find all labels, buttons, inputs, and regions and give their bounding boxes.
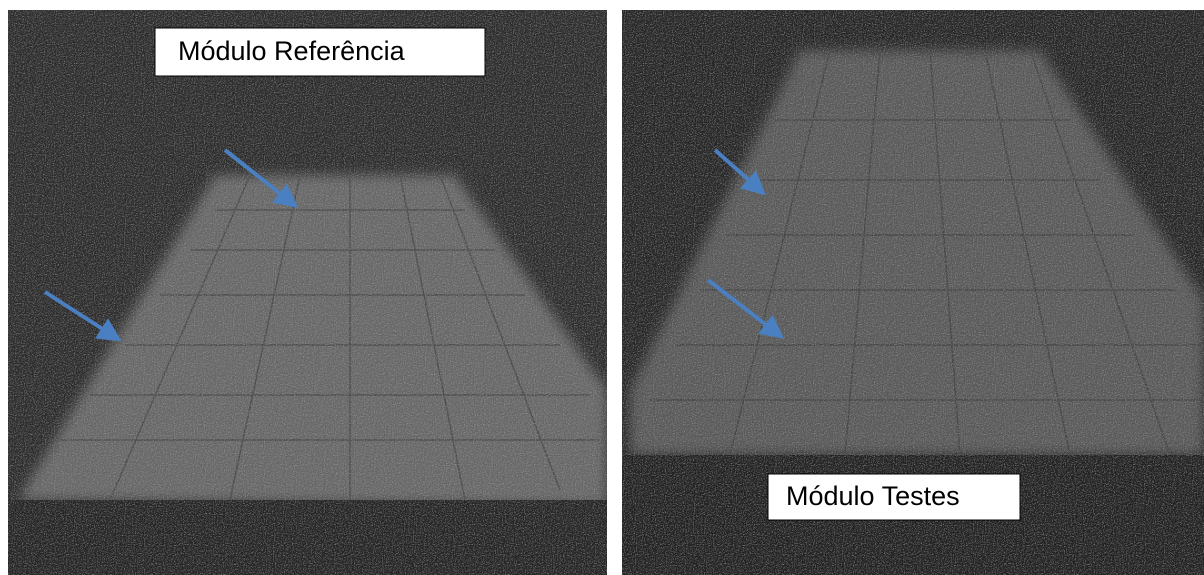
panel-label: Módulo Testes	[786, 481, 960, 511]
panel-label: Módulo Referência	[178, 36, 406, 66]
composite-image: Módulo Referência Módulo Testes	[0, 0, 1204, 575]
reference-panel: Módulo Referência	[8, 10, 607, 575]
test-panel: Módulo Testes	[622, 10, 1204, 575]
